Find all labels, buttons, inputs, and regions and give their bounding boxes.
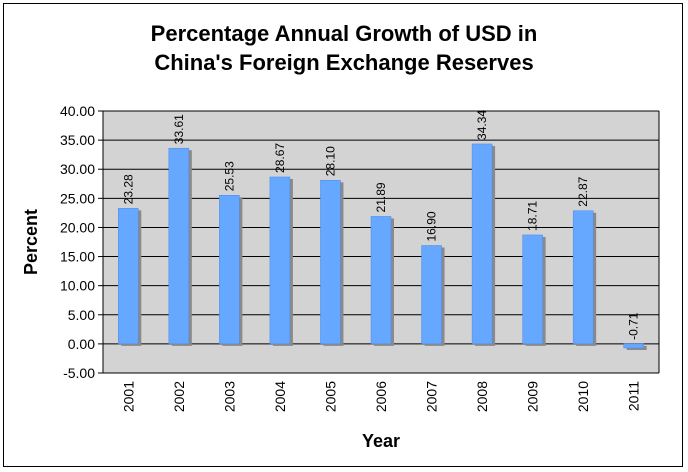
x-tick-label: 2004	[272, 381, 288, 412]
x-tick-label: 2003	[221, 381, 237, 412]
x-tick-label: 2002	[171, 381, 187, 412]
x-tick-label: 2005	[322, 381, 338, 412]
data-label: 33.61	[172, 114, 186, 144]
data-label: 22.87	[576, 176, 590, 206]
bar-2001	[118, 208, 139, 345]
data-label: 23.28	[121, 174, 135, 204]
y-tick-label: 25.00	[60, 190, 95, 206]
x-tick-label: 2006	[373, 381, 389, 412]
x-tick-label: 2010	[575, 381, 591, 412]
x-tick-label: 2001	[120, 381, 136, 412]
x-tick-label: 2009	[525, 381, 541, 412]
bar-2004	[269, 176, 291, 345]
bar-2006	[370, 216, 392, 345]
bar-2011	[623, 343, 644, 349]
x-tick-label: 2007	[424, 381, 440, 412]
y-tick-label: 0.00	[68, 336, 95, 352]
data-label: 28.67	[273, 143, 287, 173]
data-labels: 23.28 33.61 25.53 28.67 28.10 21.89 16.90 34.34…	[121, 110, 640, 340]
data-label: -0.71	[627, 312, 641, 340]
bar-2005	[320, 180, 341, 345]
y-tick-label: 35.00	[60, 132, 95, 148]
bar-2007	[421, 245, 442, 345]
y-axis-ticks: 40.00 35.00 30.00 25.00 20.00 15.00 10.00 5.00 0…	[60, 103, 660, 381]
chart-title-line-1: Percentage Annual Growth of USD in	[150, 21, 538, 46]
x-tick-label: 2008	[474, 381, 490, 412]
y-tick-label: 5.00	[68, 307, 95, 323]
bar-2010	[572, 210, 594, 345]
y-axis-title: Percent	[21, 209, 41, 275]
data-label: 16.90	[425, 211, 439, 241]
data-label: 28.10	[323, 146, 337, 176]
y-tick-label: 40.00	[60, 103, 95, 119]
y-tick-label: 20.00	[60, 219, 95, 235]
bar-2008	[471, 143, 493, 345]
y-tick-label: 10.00	[60, 278, 95, 294]
y-tick-label: 30.00	[60, 161, 95, 177]
bar-2009	[522, 234, 543, 345]
x-tick-label: 2011	[626, 381, 642, 411]
bar-2002	[168, 147, 190, 345]
data-label: 25.53	[222, 161, 236, 191]
y-tick-label: -5.00	[63, 365, 95, 381]
data-label: 21.89	[374, 182, 388, 212]
bars	[118, 143, 647, 351]
data-label: 34.34	[475, 110, 489, 140]
bar-2003	[219, 194, 240, 345]
x-axis-ticks: 2001 2002 2003 2004 2005 2006 2007 2008 2009 2010…	[103, 372, 659, 412]
x-axis-title: Year	[362, 431, 400, 451]
chart-title-line-2: China's Foreign Exchange Reserves	[154, 50, 534, 75]
data-label: 18.71	[526, 201, 540, 231]
y-tick-label: 15.00	[60, 249, 95, 265]
